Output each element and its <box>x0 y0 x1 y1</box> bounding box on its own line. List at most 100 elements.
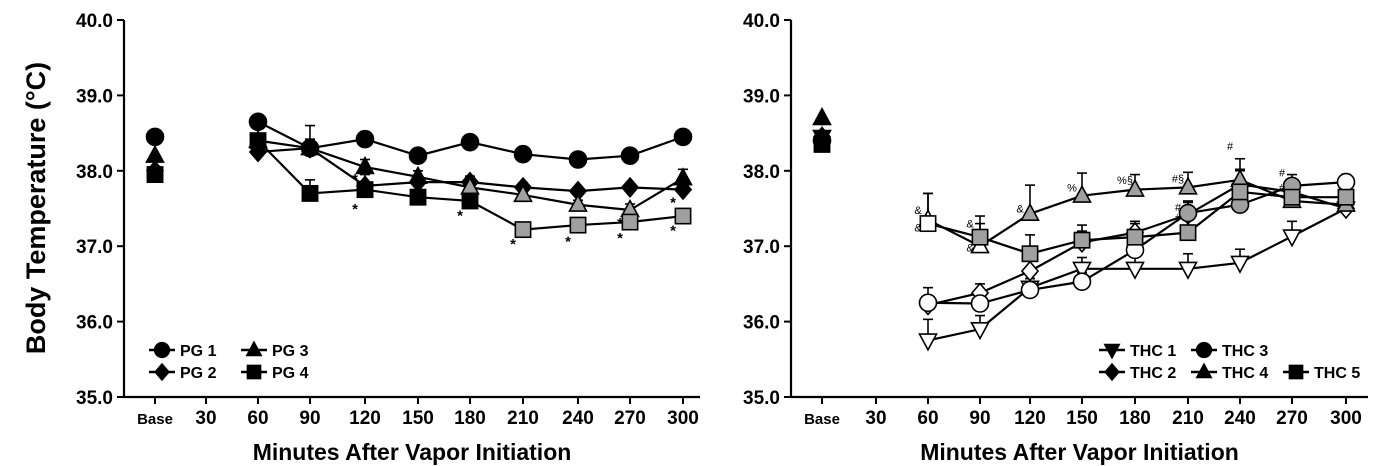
data-point-thc-4 <box>1072 184 1092 203</box>
data-point-thc-1 <box>1125 261 1145 280</box>
data-point-thc-5 <box>919 215 937 233</box>
legend: PG 1 PG 2 PG 3 PG 4 <box>149 340 309 382</box>
data-point-thc-1 <box>1282 229 1302 248</box>
legend-marker <box>153 341 171 359</box>
data-point-pg-1 <box>248 112 268 132</box>
legend-label: THC 4 <box>1222 365 1268 382</box>
data-point-thc-5 <box>1231 183 1249 201</box>
y-tick-label: 35.0 <box>76 388 113 409</box>
x-tick-label: Base <box>804 411 840 428</box>
y-tick-label: 40.0 <box>76 11 113 32</box>
data-point-pg-3 <box>673 167 693 186</box>
y-tick-label: 37.0 <box>76 237 113 258</box>
y-tick-label: 38.0 <box>76 162 113 183</box>
legend-marker <box>1288 364 1304 380</box>
significance-marker: * <box>352 171 358 188</box>
data-point-thc-1 <box>970 321 990 341</box>
data-point-thc-4 <box>1020 202 1040 221</box>
significance-marker: # <box>1279 182 1286 194</box>
data-point-pg-1 <box>355 129 375 149</box>
legend-item-pg-4: PG 4 <box>241 364 309 382</box>
x-tick-label: 210 <box>507 408 539 429</box>
x-axis-label: Minutes After Vapor Initiation <box>920 439 1239 465</box>
data-point-pg-3 <box>300 137 320 156</box>
data-point-thc-1 <box>1178 261 1198 280</box>
data-point-pg-4 <box>621 213 639 231</box>
data-point-thc-2 <box>1020 260 1040 282</box>
x-tick-label: 120 <box>349 408 381 429</box>
data-point-thc-1 <box>1072 261 1092 280</box>
chart-panel-pg: 35.0 36.0 37.0 38.0 39.0 40.0 Base 30 60 90 120 150… <box>76 11 700 465</box>
x-tick-label: Base <box>137 411 173 428</box>
y-tick-label: 38.0 <box>743 162 780 183</box>
significance-marker: # <box>1175 213 1182 225</box>
significance-marker: * <box>510 236 516 253</box>
base-point-pg-3 <box>145 144 165 163</box>
x-tick-label: 270 <box>1276 408 1308 429</box>
significance-marker: & <box>914 205 922 217</box>
data-point-pg-4 <box>514 221 532 239</box>
significance-marker: # <box>1279 167 1286 179</box>
legend-marker <box>245 340 263 357</box>
data-point-thc-5 <box>1283 188 1301 206</box>
legend-marker <box>1103 343 1121 360</box>
significance-marker: & <box>966 219 974 231</box>
base-point-thc-5 <box>813 135 831 153</box>
data-point-pg-1 <box>568 150 588 169</box>
significance-marker: #§ <box>1172 173 1184 185</box>
data-point-pg-3 <box>513 183 533 203</box>
y-tick-label: 40.0 <box>743 11 780 32</box>
data-point-thc-5 <box>971 228 989 246</box>
significance-marker: * <box>670 222 676 239</box>
significance-marker: # <box>1227 141 1234 153</box>
legend-marker <box>1195 362 1213 379</box>
significance-marker: & <box>966 243 974 255</box>
x-tick-label: 30 <box>865 408 886 429</box>
data-point-pg-4 <box>409 188 427 206</box>
data-point-thc-1 <box>1230 255 1250 274</box>
x-tick-label: 150 <box>402 408 434 429</box>
data-point-thc-5 <box>1021 245 1039 263</box>
x-tick-label: 300 <box>667 408 699 429</box>
data-point-thc-3 <box>918 293 938 313</box>
data-point-pg-4 <box>674 207 692 225</box>
y-tick-label: 35.0 <box>743 388 780 409</box>
base-point-pg-1 <box>145 127 165 147</box>
significance-marker: & <box>914 222 922 234</box>
x-tick-label: 180 <box>1119 408 1151 429</box>
legend-item-thc-5: THC 5 <box>1283 364 1360 382</box>
y-axis-title: Body Temperature (°C) <box>21 62 51 354</box>
x-tick-label: 90 <box>969 408 990 429</box>
data-point-pg-1 <box>513 144 533 164</box>
data-point-thc-3 <box>1178 203 1198 223</box>
data-point-thc-5 <box>1337 188 1355 206</box>
data-point-thc-5 <box>1179 224 1197 242</box>
x-tick-label: 120 <box>1014 408 1046 429</box>
data-point-pg-4 <box>249 132 267 150</box>
significance-marker: & <box>1016 204 1024 216</box>
legend-item-pg-2: PG 2 <box>149 362 217 382</box>
y-tick-label: 37.0 <box>743 237 780 258</box>
data-point-pg-3 <box>568 193 588 212</box>
x-tick-label: 210 <box>1172 408 1204 429</box>
data-point-pg-4 <box>569 216 587 234</box>
x-tick-label: 240 <box>1224 408 1256 429</box>
legend-label: PG 4 <box>272 365 309 382</box>
data-point-pg-1 <box>460 132 480 152</box>
x-tick-label: 30 <box>195 408 216 429</box>
x-tick-label: 240 <box>562 408 594 429</box>
legend-label: THC 2 <box>1130 365 1176 382</box>
legend-label: THC 3 <box>1222 343 1268 360</box>
significance-marker: * <box>352 201 358 218</box>
data-point-pg-2 <box>620 176 640 198</box>
legend-label: THC 5 <box>1314 365 1360 382</box>
legend-item-thc-2: THC 2 <box>1099 362 1176 382</box>
x-tick-label: 150 <box>1066 408 1098 429</box>
legend: THC 1 THC 2 THC 3 THC 4 THC 5 <box>1099 341 1360 382</box>
y-tick-label: 39.0 <box>743 86 780 107</box>
x-axis-label: Minutes After Vapor Initiation <box>253 439 572 465</box>
data-point-thc-3 <box>1336 172 1356 192</box>
legend-item-pg-3: PG 3 <box>241 340 309 360</box>
x-tick-label: 180 <box>454 408 486 429</box>
